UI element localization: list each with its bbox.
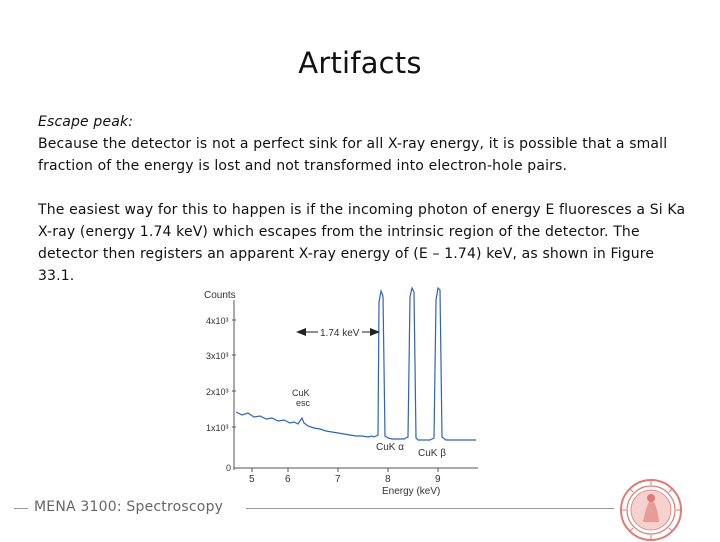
x-tick-label: 6 (285, 474, 291, 485)
y-tick-label: 2x10³ (206, 387, 229, 397)
footer-text: MENA 3100: Spectroscopy (34, 499, 224, 515)
arrow-head-left-icon (296, 328, 306, 336)
body-text: Escape peak: Because the detector is not… (38, 111, 688, 287)
paragraph-1: Because the detector is not a perfect si… (38, 136, 668, 174)
spectrum-trace (235, 286, 476, 441)
cukb-peak-label: CuK β (418, 448, 446, 459)
spectrum-figure: Counts Energy (keV) 4x10³ 3x10³ 2x10³ 1x… (204, 286, 478, 496)
arrow-head-right-icon (370, 328, 380, 336)
x-tick-label: 5 (249, 474, 255, 485)
paragraph-2: The easiest way for this to happen is if… (38, 202, 686, 284)
y-tick-label: 0 (226, 463, 231, 473)
university-seal-icon (620, 479, 682, 541)
arrow-label: 1.74 keV (320, 328, 360, 339)
escape-peak-label-line1: CuK (292, 388, 310, 398)
y-tick-label: 3x10³ (206, 351, 229, 361)
x-tick-label: 7 (335, 474, 341, 485)
y-axis-title: Counts (204, 290, 236, 301)
footer-rule-left (14, 508, 28, 509)
y-tick-label: 4x10³ (206, 316, 229, 326)
cuka-peak-label: CuK α (376, 442, 404, 453)
x-tick-label: 8 (385, 474, 391, 485)
subheading: Escape peak: (38, 114, 134, 130)
escape-peak-label-line2: esc (296, 398, 311, 408)
x-tick-label: 9 (435, 474, 441, 485)
arrow-label-bg (318, 325, 362, 339)
x-axis-title: Energy (keV) (382, 486, 440, 496)
footer-rule-right (246, 508, 614, 509)
slide-title: Artifacts (298, 46, 422, 80)
y-tick-label: 1x10³ (206, 423, 229, 433)
